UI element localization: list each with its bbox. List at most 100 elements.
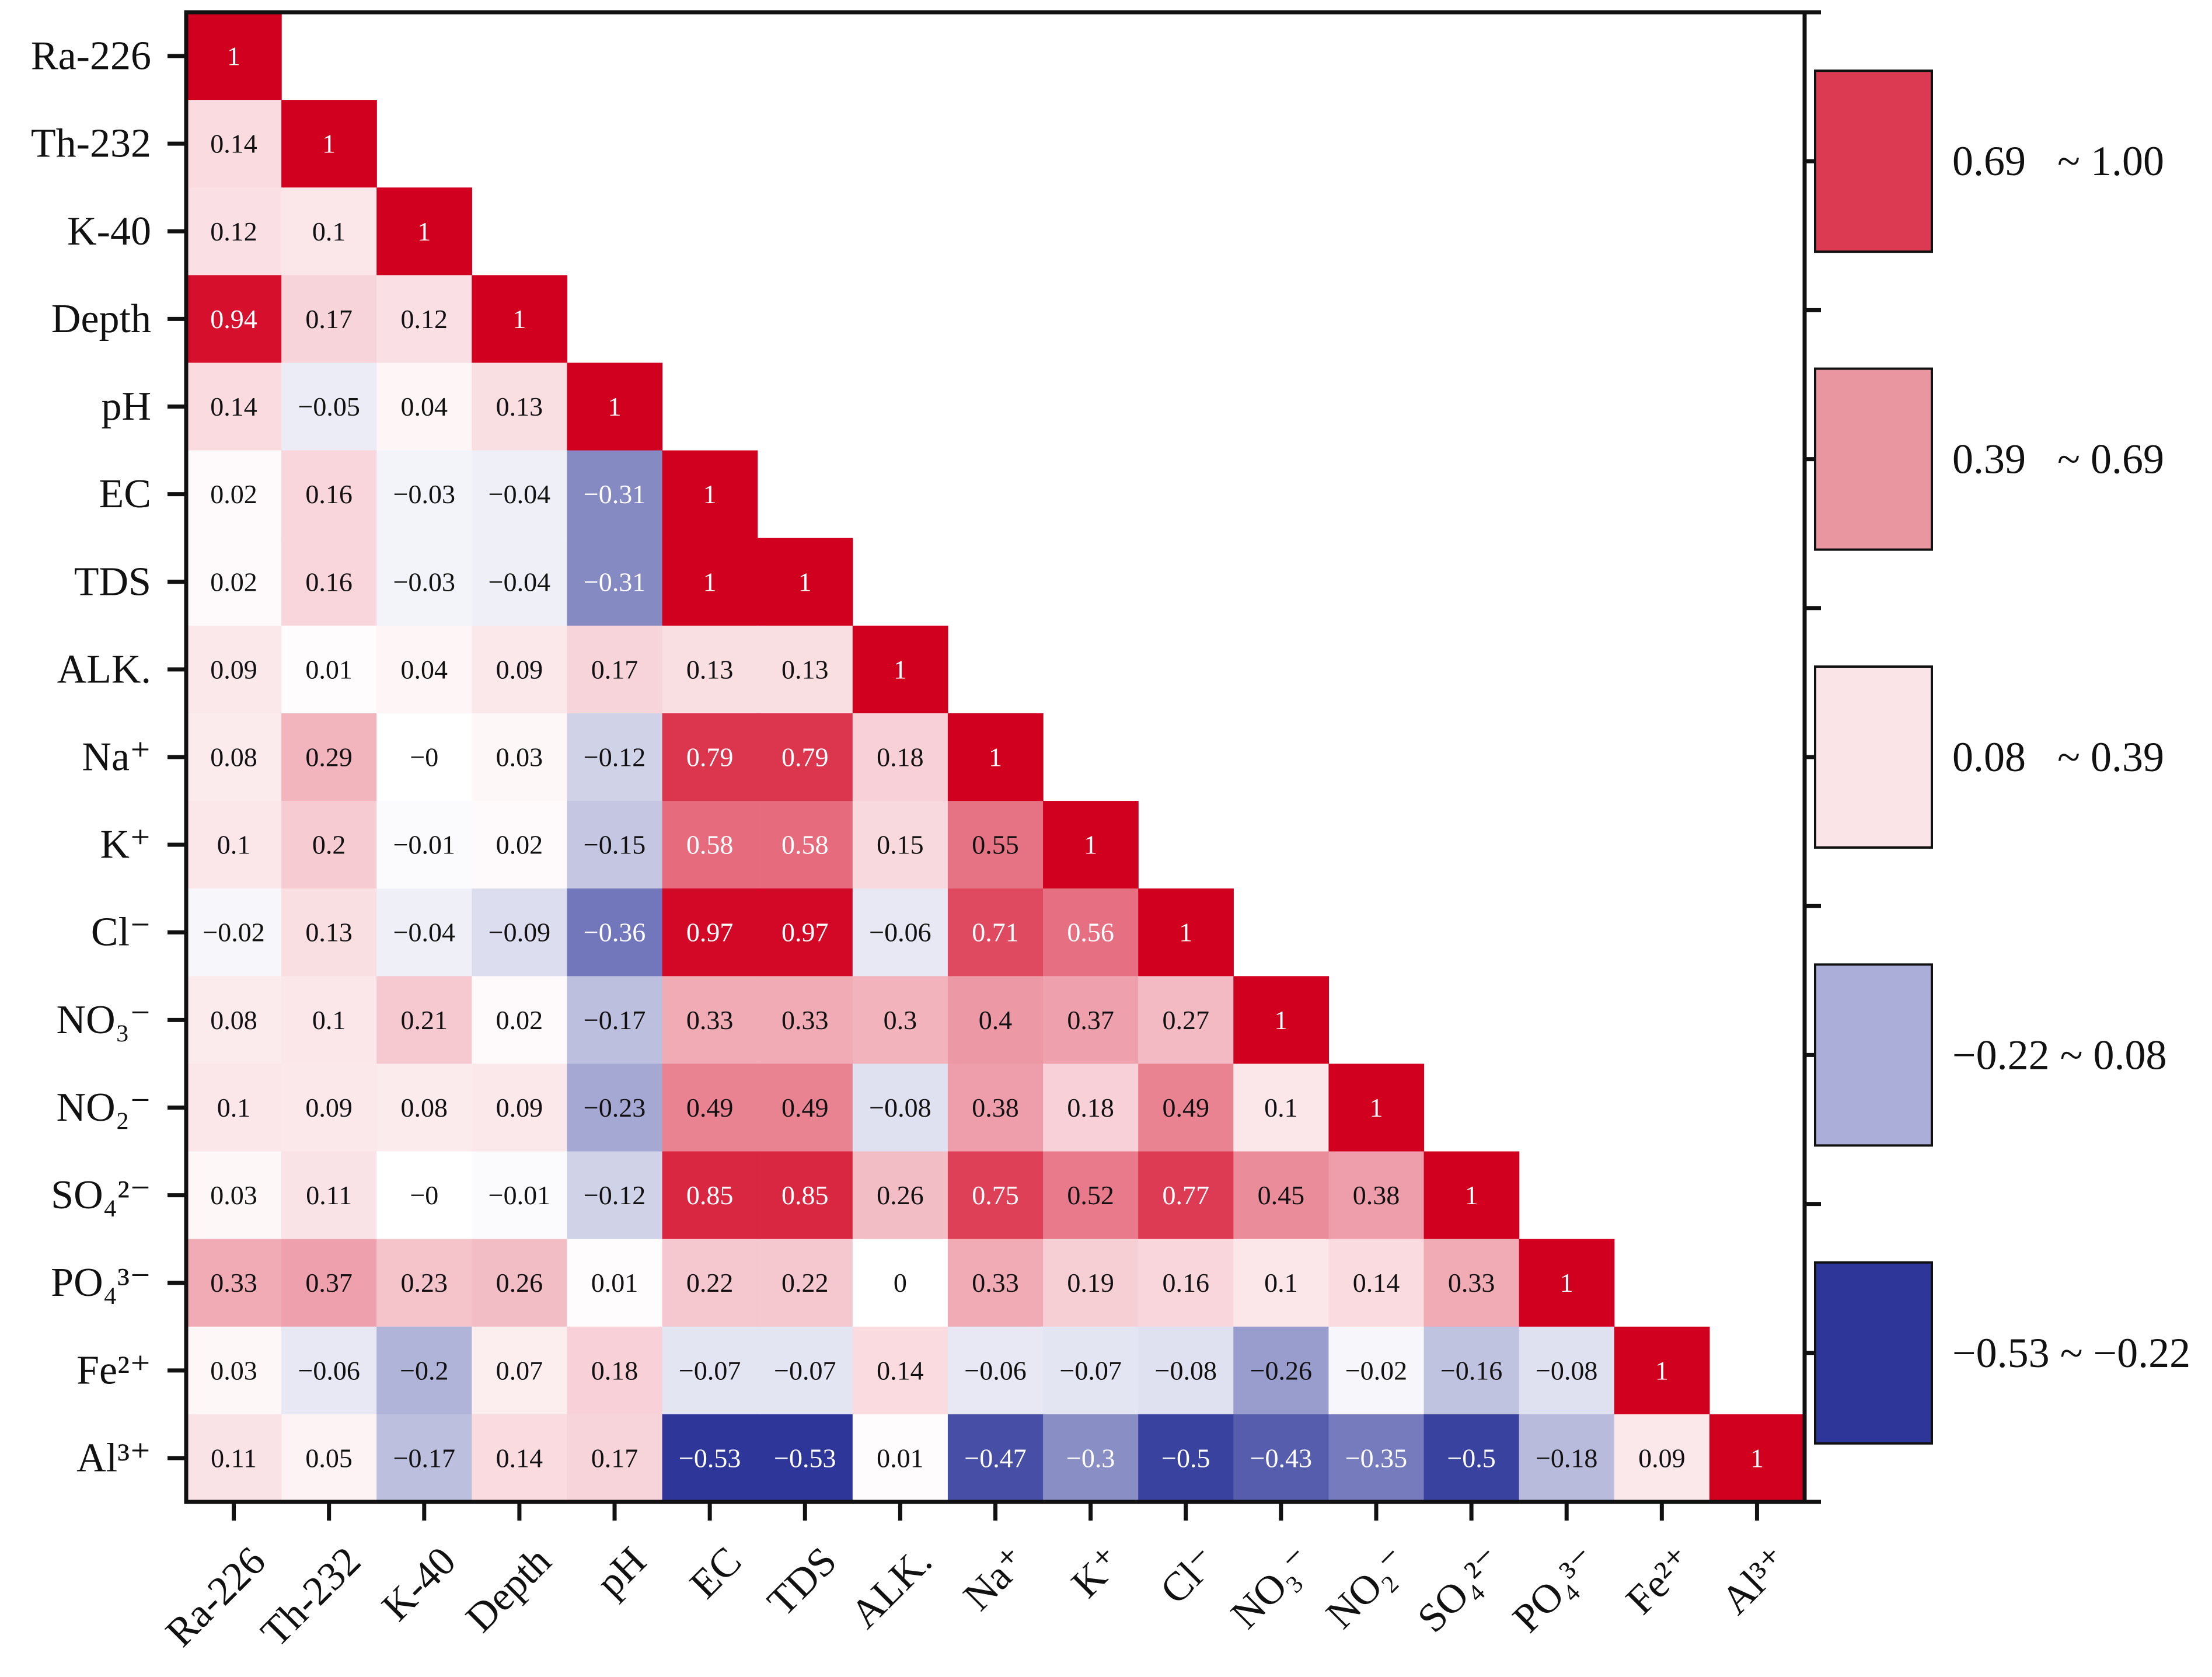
y-tick-label-tds: TDS bbox=[74, 559, 151, 604]
y-tick-label-k: K⁺ bbox=[100, 822, 152, 867]
heatmap-cell-7-0 bbox=[186, 625, 282, 714]
heatmap-cell-11-5 bbox=[662, 976, 758, 1065]
legend-swatch bbox=[1814, 1261, 1933, 1445]
heatmap-cell-10-6 bbox=[757, 888, 853, 977]
cell-value-label: −0.35 bbox=[1345, 1443, 1407, 1473]
legend-label: 0.39 ~ 0.69 bbox=[1952, 436, 2164, 483]
cell-value-label: 0.13 bbox=[781, 654, 829, 684]
y-tick-label-so: SO₄²⁻ bbox=[51, 1173, 151, 1218]
heatmap-cell-15-8 bbox=[947, 1326, 1044, 1415]
cell-value-label: 0.18 bbox=[591, 1355, 639, 1385]
cell-value-label: 0.09 bbox=[210, 654, 257, 684]
cell-value-label: 0.33 bbox=[1448, 1268, 1495, 1298]
heatmap-cell-12-5 bbox=[662, 1064, 758, 1152]
cell-value-label: −0.06 bbox=[869, 918, 931, 947]
heatmap-cell-14-8 bbox=[947, 1239, 1044, 1327]
cell-value-label: 0.11 bbox=[211, 1443, 257, 1473]
heatmap-cell-12-1 bbox=[281, 1064, 377, 1152]
cell-value-label: 0.49 bbox=[781, 1093, 829, 1122]
heatmap-cell-8-6 bbox=[757, 713, 853, 801]
x-tick-label-depth: Depth bbox=[458, 1539, 560, 1641]
cell-value-label: 0.04 bbox=[401, 392, 448, 421]
heatmap-cell-9-3 bbox=[472, 801, 568, 889]
heatmap-cell-16-12 bbox=[1328, 1414, 1425, 1502]
cell-value-label: −0.36 bbox=[584, 918, 646, 947]
cell-value-label: 0.13 bbox=[496, 392, 543, 421]
heatmap-cell-10-4 bbox=[567, 888, 663, 977]
cell-value-label: −0.17 bbox=[584, 1005, 646, 1035]
cell-value-label: 0.03 bbox=[210, 1355, 257, 1385]
cell-value-label: 0.14 bbox=[1353, 1268, 1400, 1298]
y-tick-label-al: Al³⁺ bbox=[76, 1435, 151, 1480]
legend-swatch bbox=[1814, 367, 1933, 551]
heatmap-cell-15-2 bbox=[376, 1326, 472, 1415]
cell-value-label: 0.17 bbox=[591, 1443, 639, 1473]
heatmap-cell-16-16 bbox=[1709, 1414, 1805, 1502]
cell-value-label: 0.79 bbox=[686, 742, 734, 772]
heatmap-cell-15-13 bbox=[1424, 1326, 1520, 1415]
cell-value-label: 0.38 bbox=[1353, 1180, 1400, 1210]
legend-swatch bbox=[1814, 963, 1933, 1147]
cell-value-label: −0.07 bbox=[774, 1355, 836, 1385]
heatmap-cell-1-0 bbox=[186, 100, 282, 188]
cell-value-label: 1 bbox=[1274, 1005, 1288, 1035]
cell-value-label: 0.12 bbox=[210, 217, 257, 246]
cell-value-label: 0.85 bbox=[686, 1180, 734, 1210]
cell-value-label: −0.05 bbox=[298, 392, 360, 421]
heatmap-cell-15-6 bbox=[757, 1326, 853, 1415]
y-tick-label-ec: EC bbox=[99, 472, 151, 517]
cell-value-label: −0.3 bbox=[1066, 1443, 1115, 1473]
heatmap-cell-15-11 bbox=[1233, 1326, 1330, 1415]
cell-value-label: 0.05 bbox=[305, 1443, 353, 1473]
heatmap-cell-14-4 bbox=[567, 1239, 663, 1327]
heatmap-cell-14-1 bbox=[281, 1239, 377, 1327]
cell-value-label: 0.02 bbox=[210, 567, 257, 597]
heatmap-cell-16-3 bbox=[472, 1414, 568, 1502]
cell-value-label: −0.31 bbox=[584, 567, 646, 597]
heatmap-cell-10-5 bbox=[662, 888, 758, 977]
heatmap-cell-15-3 bbox=[472, 1326, 568, 1415]
cell-value-label: 0.94 bbox=[210, 304, 257, 334]
y-tick-label-po: PO₄³⁻ bbox=[51, 1260, 151, 1305]
heatmap-cell-13-13 bbox=[1424, 1151, 1520, 1240]
heatmap-cell-13-8 bbox=[947, 1151, 1044, 1240]
y-tick-label-depth: Depth bbox=[51, 297, 151, 341]
cell-value-label: 0.02 bbox=[496, 1005, 543, 1035]
cell-value-label: 0.14 bbox=[877, 1355, 924, 1385]
cell-value-label: 0.08 bbox=[401, 1093, 448, 1122]
cell-value-label: −0.12 bbox=[584, 742, 646, 772]
cell-value-label: 0.55 bbox=[972, 830, 1019, 860]
cell-value-label: 0.02 bbox=[210, 479, 257, 509]
x-tick-label-ec: EC bbox=[682, 1539, 751, 1608]
cell-value-label: 0.08 bbox=[210, 742, 257, 772]
heatmap-cell-2-2 bbox=[376, 187, 472, 276]
cell-value-label: −0.5 bbox=[1447, 1443, 1495, 1473]
cell-value-label: −0.07 bbox=[679, 1355, 741, 1385]
cell-value-label: −0.18 bbox=[1536, 1443, 1597, 1473]
heatmap-cell-16-14 bbox=[1519, 1414, 1615, 1502]
cell-value-label: 0.22 bbox=[781, 1268, 829, 1298]
heatmap-cell-14-14 bbox=[1519, 1239, 1615, 1327]
heatmap-cell-4-3 bbox=[472, 362, 568, 451]
heatmap-cell-15-4 bbox=[567, 1326, 663, 1415]
x-tick-label-fe: Fe²⁺ bbox=[1618, 1539, 1702, 1623]
cell-value-label: 0.26 bbox=[496, 1268, 543, 1298]
heatmap-cell-14-0 bbox=[186, 1239, 282, 1327]
cell-value-label: 0.16 bbox=[305, 567, 353, 597]
cell-value-label: −0.26 bbox=[1250, 1355, 1312, 1385]
heatmap-cell-12-8 bbox=[947, 1064, 1044, 1152]
cell-value-label: −0.02 bbox=[203, 918, 264, 947]
cell-value-label: −0.01 bbox=[489, 1180, 550, 1210]
heatmap-cell-7-5 bbox=[662, 625, 758, 714]
cell-value-label: −0.02 bbox=[1345, 1355, 1407, 1385]
heatmap-cell-11-1 bbox=[281, 976, 377, 1065]
heatmap-cell-14-13 bbox=[1424, 1239, 1520, 1327]
cell-value-label: 0.1 bbox=[312, 217, 346, 246]
cell-value-label: 0.52 bbox=[1067, 1180, 1114, 1210]
y-tick-label-alk: ALK. bbox=[57, 647, 151, 692]
heatmap-cell-14-10 bbox=[1138, 1239, 1234, 1327]
heatmap-cell-4-4 bbox=[567, 362, 663, 451]
cell-value-label: 0.22 bbox=[686, 1268, 734, 1298]
heatmap-cell-11-10 bbox=[1138, 976, 1234, 1065]
x-tick-label-po: PO₄³⁻ bbox=[1504, 1539, 1607, 1641]
